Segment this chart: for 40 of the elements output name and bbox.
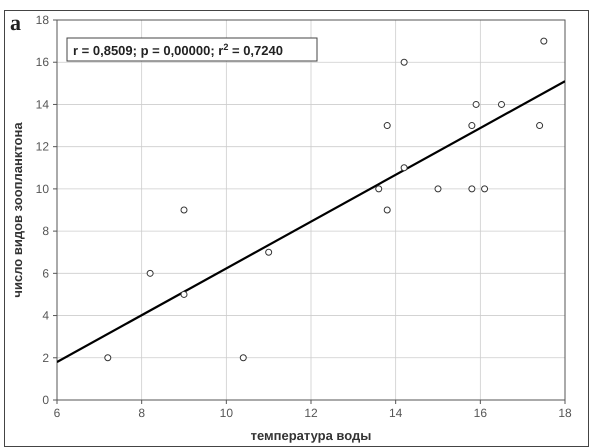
x-tick-label: 18: [558, 406, 572, 420]
point: [468, 185, 476, 192]
point: [434, 185, 442, 192]
point: [400, 164, 408, 172]
point: [498, 100, 505, 108]
annotation: r = 0,8509; p = 0,00000; r$^{2}$ = 0,7240: [73, 42, 283, 58]
y-tick-label: 12: [36, 140, 50, 154]
y-tick-label: 16: [36, 55, 50, 70]
point: [472, 100, 480, 108]
x-tick-label: 6: [54, 406, 61, 420]
point: [104, 354, 112, 362]
x-axis-title: температура воды: [250, 428, 372, 443]
x-tick-label: 16: [474, 406, 488, 420]
y-tick-label: 6: [42, 266, 50, 280]
x-tick-label: 12: [304, 406, 318, 420]
y-tick-label: 18: [36, 13, 50, 27]
point: [180, 290, 188, 298]
point: [146, 270, 154, 277]
y-tick-label: 8: [42, 224, 50, 238]
point: [375, 185, 382, 192]
y-tick-label: 14: [36, 97, 50, 112]
point: [180, 206, 188, 214]
point: [384, 206, 391, 214]
point: [265, 248, 272, 256]
point: [481, 185, 488, 192]
y-axis-title: число видов зоопланктона: [10, 122, 25, 298]
point: [536, 122, 544, 130]
y-tick-label: 10: [36, 182, 50, 196]
point: [540, 38, 548, 45]
y-tick-label: 4: [42, 308, 50, 323]
y-tick-label: 0: [42, 393, 50, 407]
point: [240, 354, 247, 362]
x-tick-label: 10: [220, 406, 234, 420]
y-tick-label: 2: [42, 350, 50, 365]
x-tick-label: 8: [138, 406, 146, 420]
point: [468, 122, 476, 130]
x-tick-label: 14: [388, 406, 403, 420]
text: a: [10, 10, 21, 35]
point: [400, 58, 408, 66]
point: [384, 122, 391, 130]
